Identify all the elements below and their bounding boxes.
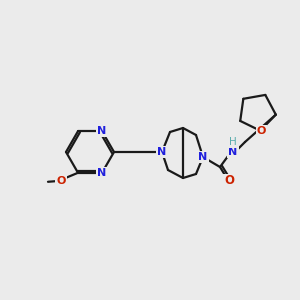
Text: N: N bbox=[158, 147, 166, 157]
Text: N: N bbox=[198, 152, 208, 162]
Text: H: H bbox=[229, 137, 237, 147]
Text: N: N bbox=[98, 126, 106, 136]
Text: N: N bbox=[228, 147, 238, 157]
Text: O: O bbox=[56, 176, 66, 186]
Text: O: O bbox=[256, 126, 266, 136]
Text: O: O bbox=[224, 175, 234, 188]
Text: N: N bbox=[98, 168, 106, 178]
